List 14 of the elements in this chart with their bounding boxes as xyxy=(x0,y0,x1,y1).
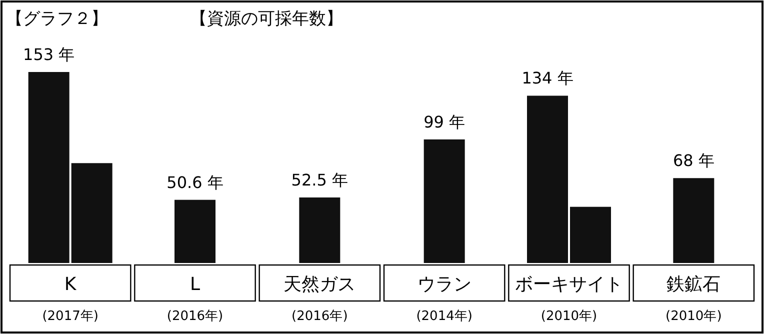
x-tick-label: 鉄鉱石 (2010年) xyxy=(666,274,722,324)
data-label: 153 年 xyxy=(23,45,75,64)
data-label: 50.6 年 xyxy=(166,172,224,192)
x-tick-label: K (2017年) xyxy=(42,274,98,324)
subtitle: 【グラフ２】 xyxy=(6,9,108,29)
data-label: 134 年 xyxy=(522,68,574,88)
data-label: 99 年 xyxy=(424,112,466,132)
x-tick-label: ウラン (2014年) xyxy=(416,274,472,324)
x-tick-label: ボーキサイト (2010年) xyxy=(515,274,623,324)
title: 【資源の可採年数】 xyxy=(190,9,343,29)
data-label: 52.5 年 xyxy=(291,170,348,190)
x-tick-label: L (2016年) xyxy=(166,274,224,324)
x-tick-label: 天然ガス (2016年) xyxy=(284,274,356,324)
data-label: 68 年 xyxy=(672,151,714,170)
